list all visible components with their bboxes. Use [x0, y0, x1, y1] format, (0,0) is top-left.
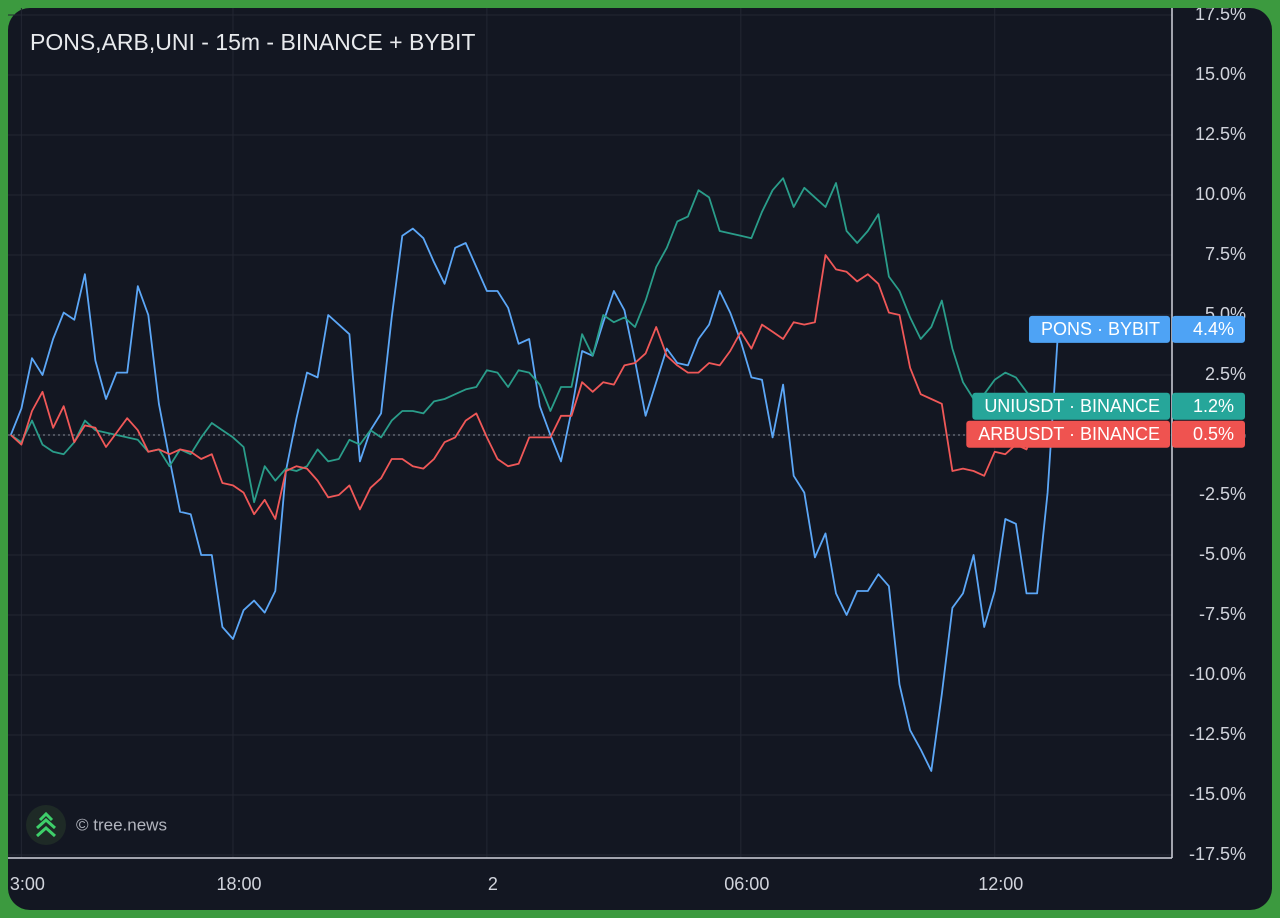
last-value-badge: ARBUSDT · BINANCE 0.5%: [966, 420, 1245, 448]
badges: PONS · BYBIT 4.4% UNIUSDT · BINANCE 1.2% ARB…: [966, 315, 1245, 448]
badge-name-bg: [966, 420, 1170, 448]
x-tick-label: 12:00: [978, 874, 1023, 894]
y-tick-label: 17.5%: [1195, 4, 1246, 24]
chart-title: PONS,ARB,UNI - 15m - BINANCE + BYBIT: [30, 29, 475, 55]
x-tick-label: 06:00: [724, 874, 769, 894]
last-value-badge: PONS · BYBIT 4.4%: [1028, 315, 1245, 343]
x-tick-label: 18:00: [216, 874, 261, 894]
panel: [8, 8, 1272, 910]
badge-value-bg: [1172, 420, 1245, 448]
y-tick-label: -2.5%: [1199, 484, 1246, 504]
y-tick-label: -17.5%: [1189, 844, 1246, 864]
badge-value-bg: [1172, 315, 1245, 343]
series-line: [9, 227, 1060, 772]
watermark: © tree.news: [76, 815, 167, 834]
series-line: [10, 254, 1038, 520]
watermark-logo: [26, 805, 66, 845]
x-tick-label: 3:00: [10, 874, 45, 894]
last-value-badge: UNIUSDT · BINANCE 1.2%: [972, 392, 1245, 420]
y-tick-label: 2.5%: [1205, 364, 1246, 384]
y-tick-label: -5.0%: [1199, 544, 1246, 564]
badge-name-bg: [972, 392, 1170, 420]
badge-value-bg: [1172, 392, 1245, 420]
legend-label: PONS · BYBIT: [1041, 319, 1160, 339]
y-tick-label: 15.0%: [1195, 64, 1246, 84]
badge-value-label: 0.5%: [1193, 424, 1234, 444]
y-tick-label: 10.0%: [1195, 184, 1246, 204]
y-tick-label: 12.5%: [1195, 124, 1246, 144]
badge-value-label: 1.2%: [1193, 396, 1234, 416]
badge-value-label: 4.4%: [1193, 319, 1234, 339]
lines: [9, 177, 1060, 772]
y-tick-label: -10.0%: [1189, 664, 1246, 684]
y-tick-label: -12.5%: [1189, 724, 1246, 744]
y-tick-label: 7.5%: [1205, 244, 1246, 264]
badge-name-bg: [1028, 315, 1170, 343]
legend-label: ARBUSDT · BINANCE: [978, 424, 1160, 444]
y-tick-label: -7.5%: [1199, 604, 1246, 624]
legend-label: UNIUSDT · BINANCE: [984, 396, 1160, 416]
x-tick-label: 2: [488, 874, 498, 894]
y-tick-label: -15.0%: [1189, 784, 1246, 804]
